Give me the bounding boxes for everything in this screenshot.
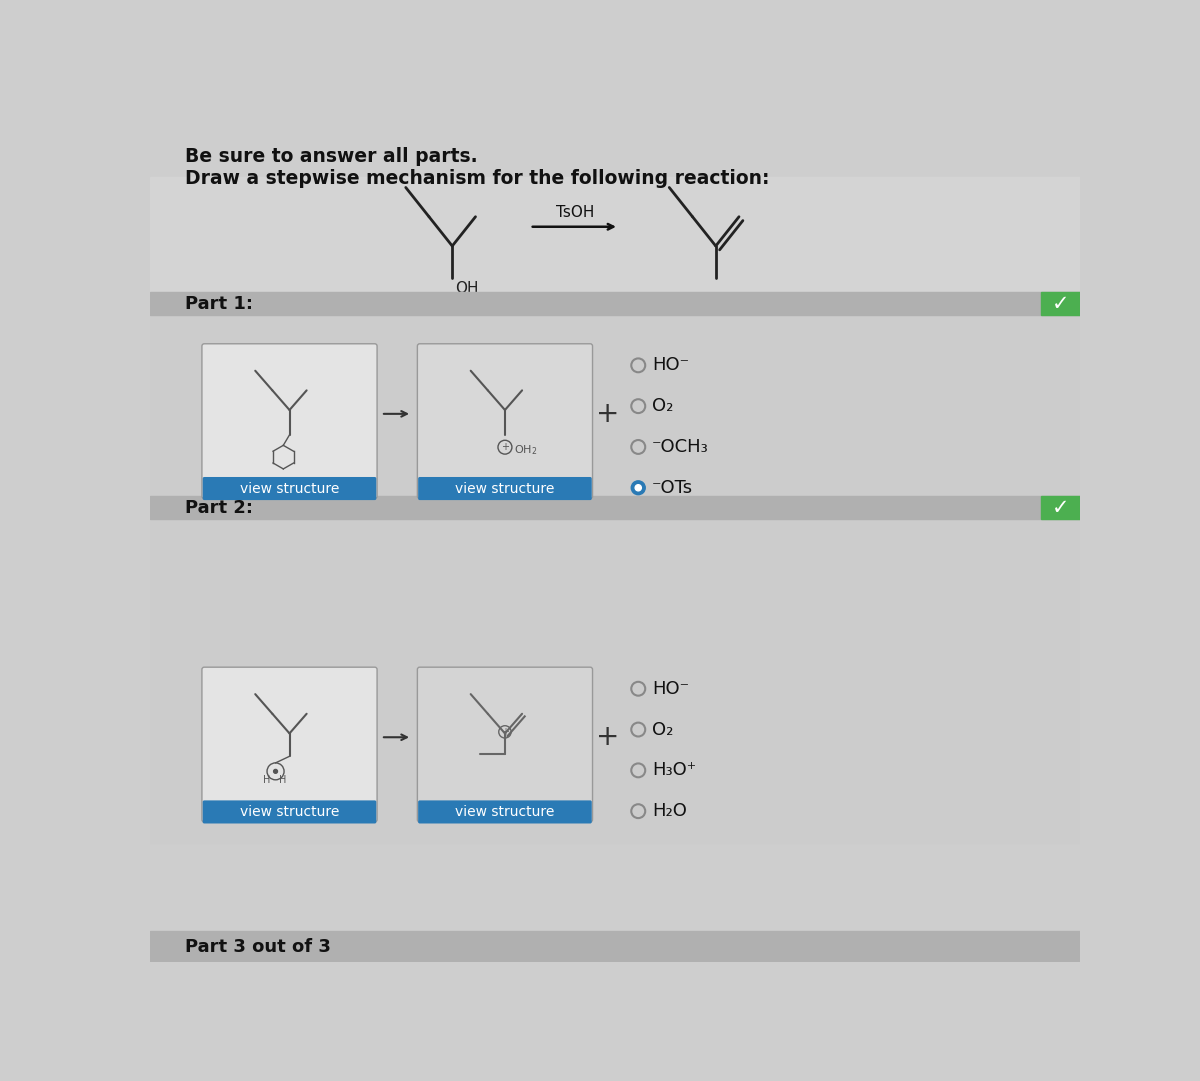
Text: ⁻OTs: ⁻OTs xyxy=(653,479,694,497)
Text: ⁻OCH₃: ⁻OCH₃ xyxy=(653,438,709,456)
FancyBboxPatch shape xyxy=(418,667,593,822)
Text: +: + xyxy=(595,400,619,428)
FancyBboxPatch shape xyxy=(418,344,593,498)
Circle shape xyxy=(274,770,277,773)
Text: view structure: view structure xyxy=(455,481,554,495)
Bar xyxy=(150,932,1080,962)
Circle shape xyxy=(631,481,646,495)
Text: OH$_2$: OH$_2$ xyxy=(515,443,538,457)
FancyBboxPatch shape xyxy=(202,344,377,498)
Text: Part 1:: Part 1: xyxy=(185,295,253,312)
Text: Part 2:: Part 2: xyxy=(185,498,253,517)
Bar xyxy=(1042,496,1080,519)
Text: H₂O: H₂O xyxy=(653,802,688,820)
FancyBboxPatch shape xyxy=(202,667,377,822)
Circle shape xyxy=(635,484,641,491)
Bar xyxy=(150,496,1080,519)
FancyBboxPatch shape xyxy=(203,800,377,824)
Text: +: + xyxy=(500,442,509,452)
FancyBboxPatch shape xyxy=(418,477,592,501)
Text: view structure: view structure xyxy=(240,481,340,495)
Text: HO⁻: HO⁻ xyxy=(653,357,689,374)
Text: +: + xyxy=(500,726,509,737)
Text: H₃O⁺: H₃O⁺ xyxy=(653,761,696,779)
Text: Part 3 out of 3: Part 3 out of 3 xyxy=(185,937,331,956)
Bar xyxy=(150,519,1080,843)
FancyBboxPatch shape xyxy=(203,477,377,501)
Text: HO⁻: HO⁻ xyxy=(653,680,689,697)
FancyBboxPatch shape xyxy=(418,800,592,824)
Text: H: H xyxy=(278,775,286,785)
Text: Be sure to answer all parts.: Be sure to answer all parts. xyxy=(185,147,478,166)
Bar xyxy=(150,176,1080,292)
Text: view structure: view structure xyxy=(455,805,554,819)
Bar xyxy=(1042,292,1080,316)
Text: H: H xyxy=(263,775,270,785)
Text: view structure: view structure xyxy=(240,805,340,819)
Text: ✓: ✓ xyxy=(1052,497,1069,518)
Bar xyxy=(150,316,1080,516)
Text: TsOH: TsOH xyxy=(556,204,594,219)
Text: O₂: O₂ xyxy=(653,721,673,738)
Text: ✓: ✓ xyxy=(1052,294,1069,313)
Text: OH: OH xyxy=(455,281,479,296)
Bar xyxy=(150,292,1080,316)
Text: +: + xyxy=(595,723,619,751)
Text: Draw a stepwise mechanism for the following reaction:: Draw a stepwise mechanism for the follow… xyxy=(185,169,769,188)
Text: O₂: O₂ xyxy=(653,397,673,415)
